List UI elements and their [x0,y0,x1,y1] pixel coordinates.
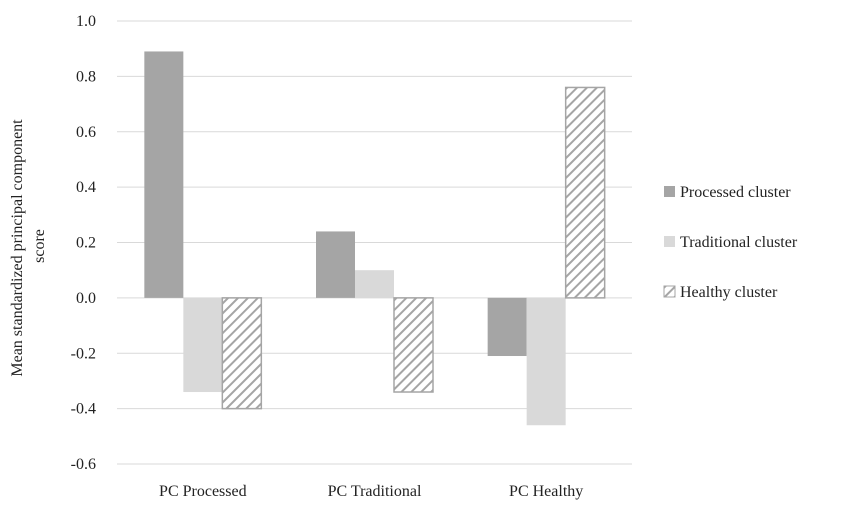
y-tick-label: 0.2 [76,235,96,252]
category-label: PC Traditional [328,483,422,500]
legend-swatch [664,236,675,247]
y-axis-title: Mean standardized principal component sc… [9,115,48,376]
y-tick-label: 0.4 [76,179,96,196]
bar-healthy-cluster-0 [221,297,263,410]
legend-label: Processed cluster [680,184,791,201]
category-labels: PC Processed PC Traditional PC Healthy [159,483,583,500]
legend: Processed cluster Traditional cluster Heal… [663,184,798,301]
bar-traditional-cluster-2 [526,297,566,426]
y-tick-label: -0.2 [71,345,96,362]
y-tick-labels: -0.6 -0.4 -0.2 0.0 0.2 0.4 0.6 0.8 1.0 [71,13,96,473]
y-tick-label: 0.8 [76,68,96,85]
legend-label: Traditional cluster [680,234,798,251]
bar-healthy-cluster-1 [393,297,434,393]
category-label: PC Processed [159,483,247,500]
legend-swatch [664,186,675,197]
y-tick-label: -0.6 [71,456,96,473]
y-tick-label: 1.0 [76,13,96,30]
category-label: PC Healthy [509,483,583,500]
bar-processed-cluster-0 [144,51,184,298]
y-axis-title-line-1: Mean standardized principal component [9,119,26,377]
legend-swatch [663,285,676,298]
bar-traditional-cluster-0 [183,297,223,393]
bar-processed-cluster-1 [316,231,355,298]
bar-traditional-cluster-1 [355,270,394,298]
y-tick-label: 0.0 [76,290,96,307]
legend-label: Healthy cluster [680,284,778,301]
bar-healthy-cluster-2 [564,86,606,299]
bar-processed-cluster-2 [487,297,527,357]
y-axis-title-line-2: score [31,229,48,263]
bars [144,51,606,426]
y-tick-label: 0.6 [76,124,96,141]
y-tick-label: -0.4 [71,401,96,418]
